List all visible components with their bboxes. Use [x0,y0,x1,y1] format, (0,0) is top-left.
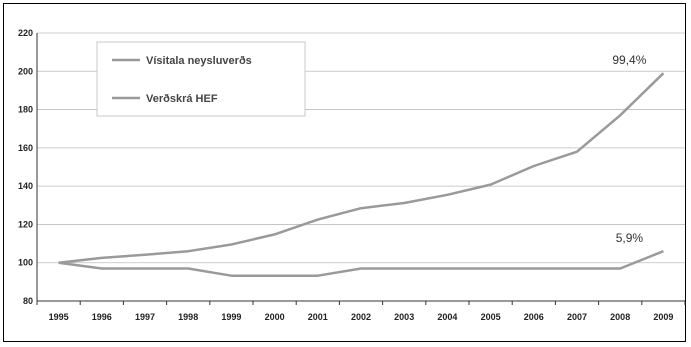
x-tick-label: 2002 [351,312,371,322]
y-tick-label: 140 [18,181,33,191]
legend-label-cpi: Vísitala neysluverðs [146,55,252,67]
x-tick-label: 1999 [221,312,241,322]
series-line-1 [58,250,664,277]
y-tick-label: 220 [18,28,33,38]
x-axis: 1995 1996 1997 1998 1999 2000 2001 2002 2003 2004… [36,300,686,322]
x-tick-label: 2003 [394,312,414,322]
y-tick-label: 80 [23,296,33,306]
y-tick-label: 120 [18,219,33,229]
x-tick-label: 2000 [265,312,285,322]
y-tick-label: 180 [18,105,33,115]
x-tick-label: 1998 [178,312,198,322]
legend: Vísitala neysluverðs Verðskrá HEF [96,41,306,117]
x-tick-label: 2004 [437,312,457,322]
x-tick-label: 2006 [524,312,544,322]
legend-label-hef: Verðskrá HEF [146,93,218,105]
x-tick-label: 1995 [49,312,69,322]
y-tick-label: 160 [18,143,33,153]
annotations: 99,4% 5,9% [612,53,646,245]
y-tick-label: 200 [18,66,33,76]
series-line-0 [58,72,665,264]
series-lines [58,72,665,277]
x-tick-label: 2005 [481,312,501,322]
legend-box [96,41,306,117]
x-tick-label: 2009 [653,312,673,322]
x-tick-label: 1997 [135,312,155,322]
x-tick-label: 1996 [92,312,112,322]
annotation-label: 5,9% [616,231,644,245]
y-tick-label: 100 [18,258,33,268]
y-axis: 80 100 120 140 160 180 200 220 [18,28,38,306]
x-tick-label: 2008 [610,312,630,322]
x-tick-label: 2001 [308,312,328,322]
x-tick-label: 2007 [567,312,587,322]
annotation-label: 99,4% [612,53,646,67]
